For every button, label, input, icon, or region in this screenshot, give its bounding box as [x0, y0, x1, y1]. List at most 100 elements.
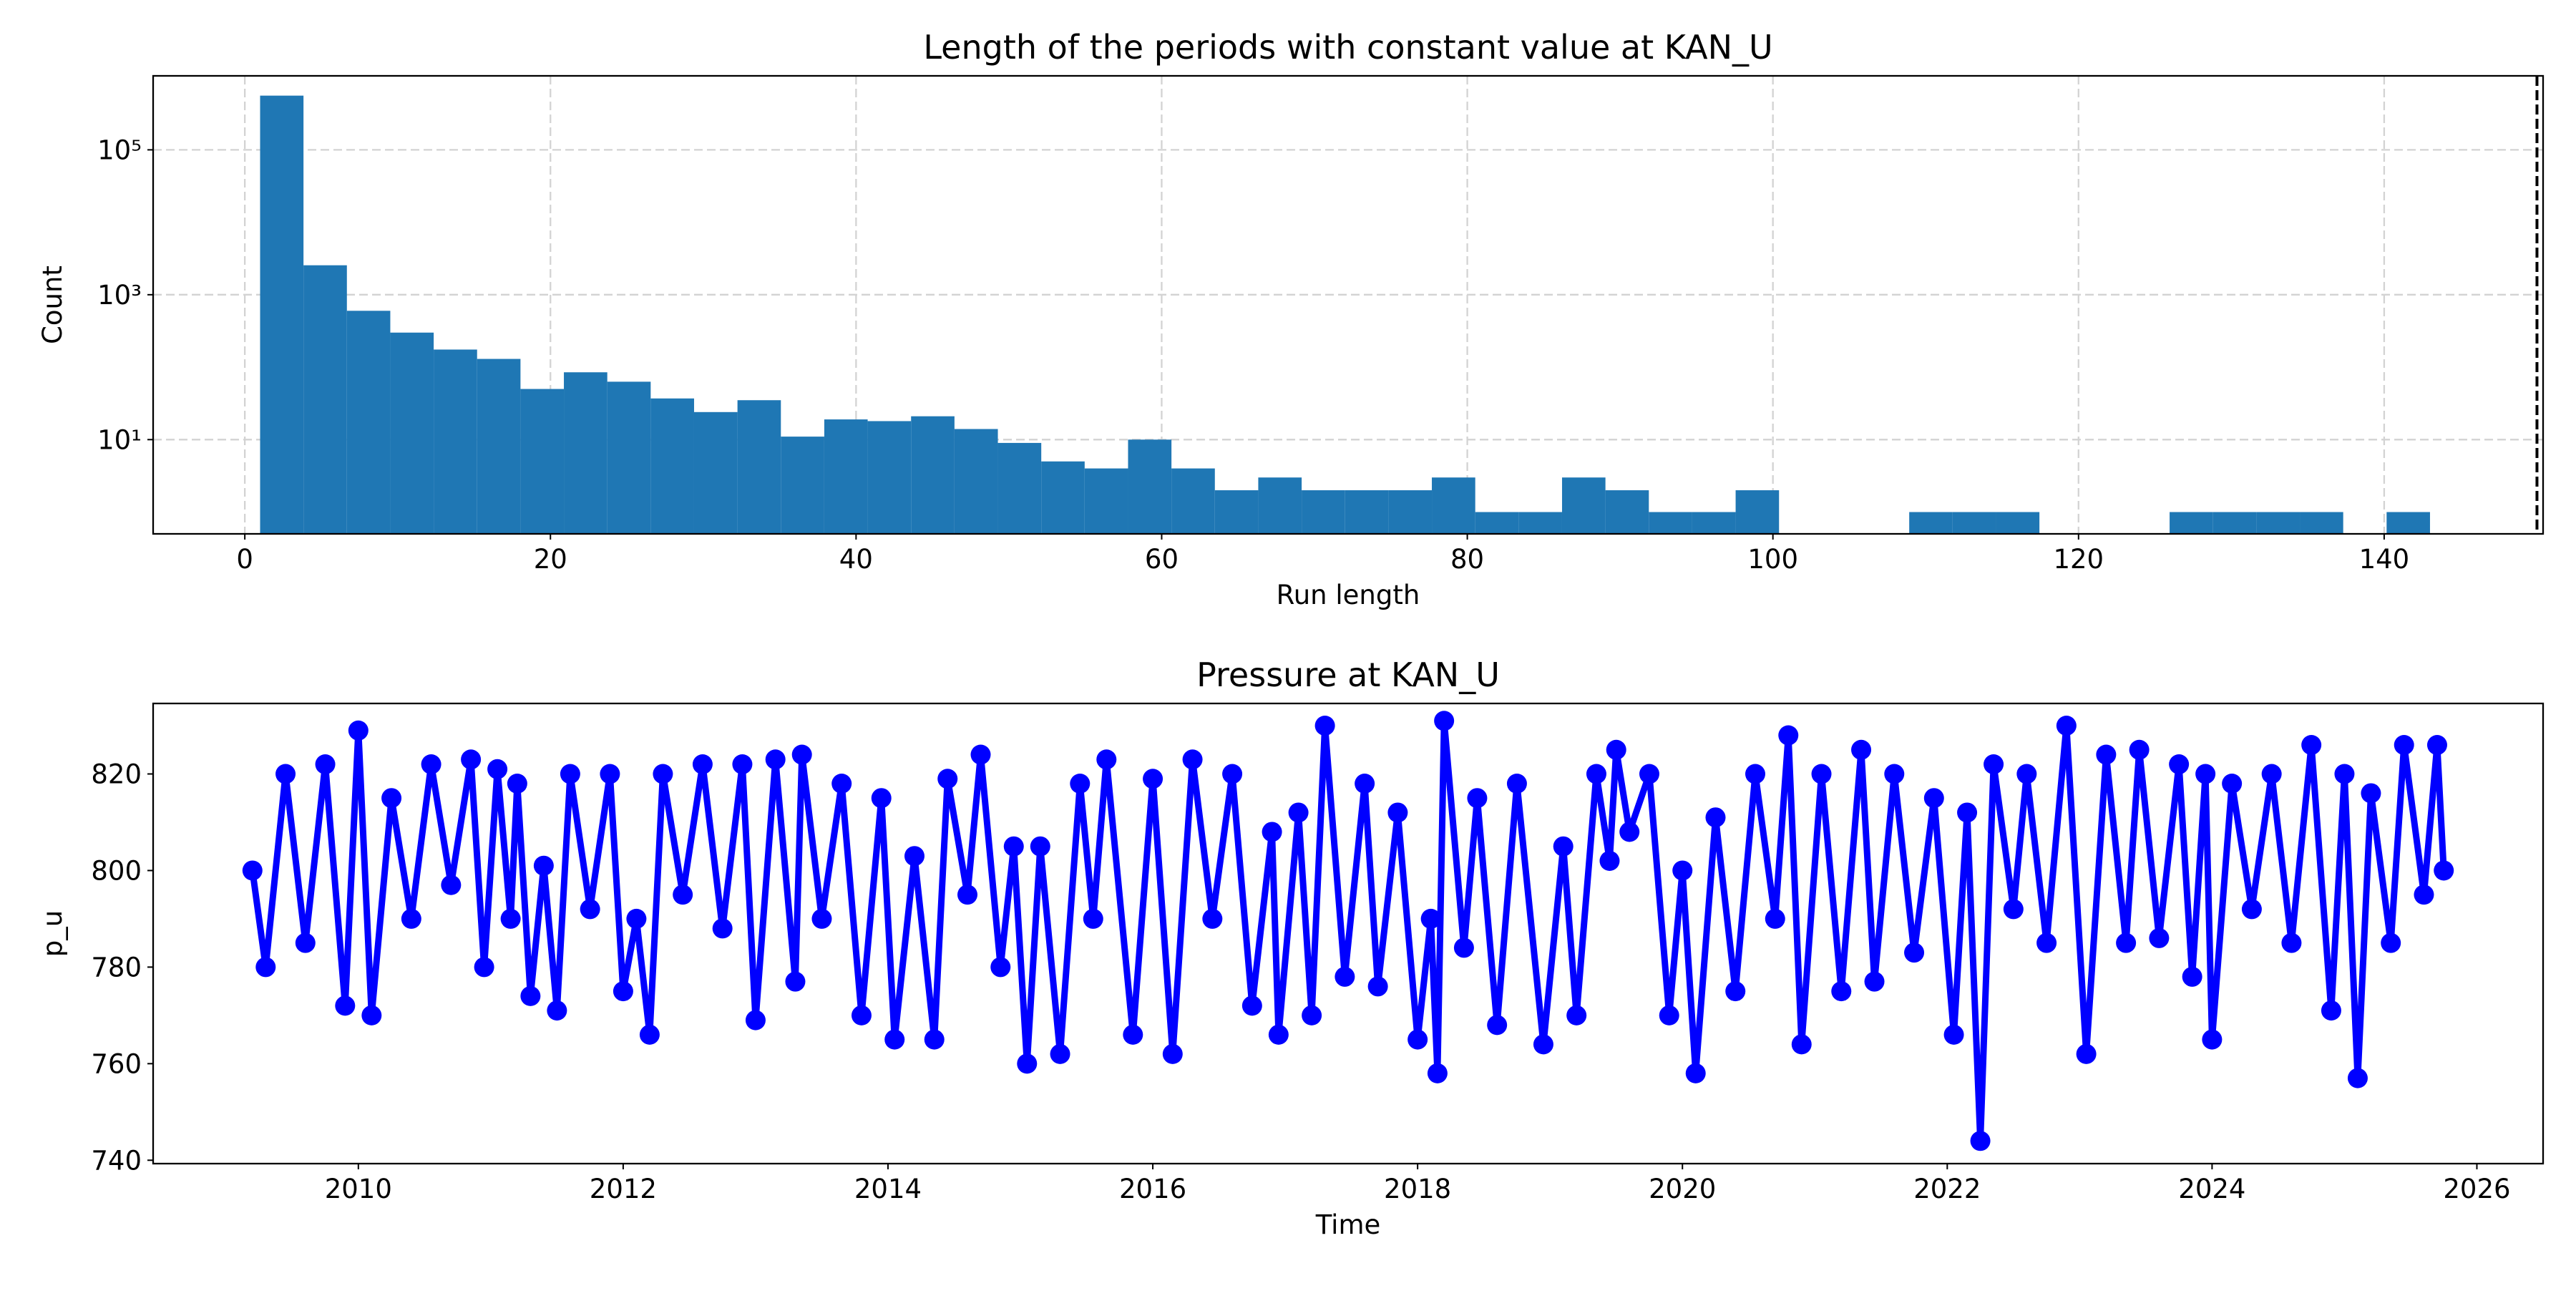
bar [434, 349, 477, 534]
marker [421, 754, 441, 775]
marker [348, 720, 369, 741]
marker [2202, 1029, 2223, 1050]
marker [1182, 749, 1203, 770]
marker [811, 908, 832, 929]
marker [2347, 1068, 2368, 1088]
marker [1811, 764, 1832, 784]
bar [1432, 477, 1475, 534]
marker [533, 855, 554, 876]
marker [791, 744, 812, 765]
marker [626, 908, 647, 929]
marker [1619, 822, 1640, 842]
marker [1639, 764, 1659, 784]
marker [2261, 764, 2282, 784]
marker [520, 985, 541, 1006]
marker [2241, 899, 2262, 920]
x-tick-label: 0 [236, 544, 253, 575]
bar [303, 265, 347, 534]
x-tick-label: 120 [2053, 544, 2104, 575]
x-tick-label: 2016 [1119, 1174, 1186, 1204]
bar [954, 429, 998, 534]
marker [1553, 836, 1574, 857]
marker [2182, 966, 2202, 987]
marker [2334, 764, 2355, 784]
y-axis-label: p_u [37, 910, 68, 957]
marker [2414, 885, 2434, 905]
marker [2394, 735, 2414, 756]
marker [2149, 927, 2170, 948]
bar [1258, 477, 1302, 534]
marker [1222, 764, 1243, 784]
marker [1096, 749, 1117, 770]
chart-title: Length of the periods with constant valu… [923, 28, 1772, 67]
marker [295, 932, 316, 953]
marker [1387, 802, 1408, 823]
marker [2222, 774, 2243, 794]
marker [242, 860, 263, 881]
x-tick-label: 60 [1145, 544, 1179, 575]
marker [580, 899, 600, 920]
marker [600, 764, 620, 784]
chart-title: Pressure at KAN_U [1196, 656, 1500, 694]
bar [1214, 490, 1259, 534]
marker [1123, 1024, 1143, 1045]
marker [1487, 1015, 1508, 1036]
marker [745, 1010, 766, 1031]
marker [1745, 764, 1766, 784]
marker [1003, 836, 1024, 857]
marker [1335, 966, 1355, 987]
x-tick-label: 2020 [1649, 1174, 1716, 1204]
plot-frame [152, 702, 2545, 1165]
marker [639, 1024, 660, 1045]
marker [1030, 836, 1050, 857]
marker [1791, 1034, 1812, 1055]
x-tick-label: 2024 [2178, 1174, 2245, 1204]
bar [2300, 512, 2343, 534]
marker [2003, 899, 2024, 920]
marker [1162, 1043, 1183, 1064]
marker [1202, 908, 1223, 929]
marker [2426, 735, 2447, 756]
marker [1599, 850, 1620, 871]
marker [990, 957, 1011, 978]
marker [970, 744, 991, 765]
marker [1984, 754, 2004, 775]
marker [2116, 932, 2137, 953]
bar [1171, 468, 1215, 534]
marker [1970, 1131, 1991, 1151]
x-tick-label: 100 [1747, 544, 1798, 575]
bar [1084, 468, 1128, 534]
marker [1050, 1043, 1070, 1064]
marker [692, 754, 713, 775]
chart: 2010 2012 2014 2016 2018 2020 2022 2024 2026 740 7… [37, 656, 2545, 1240]
marker [1566, 1005, 1587, 1026]
marker [871, 788, 892, 809]
marker [712, 918, 733, 939]
y-axis-label: Count [37, 265, 68, 344]
marker [487, 759, 508, 779]
x-tick-label: 20 [534, 544, 567, 575]
bar [1649, 512, 1692, 534]
marker [1851, 739, 1872, 760]
marker [1420, 908, 1441, 929]
marker [1453, 937, 1474, 958]
bar [1996, 512, 2040, 534]
bar [737, 400, 781, 534]
marker [851, 1005, 872, 1026]
bar [2170, 512, 2213, 534]
marker [2016, 764, 2037, 784]
marker [1923, 788, 1944, 809]
bar [520, 389, 565, 534]
x-tick-label: 80 [1450, 544, 1484, 575]
bar [781, 437, 824, 534]
x-tick-label: 2026 [2443, 1174, 2510, 1204]
bar [1605, 490, 1649, 534]
marker [2169, 754, 2190, 775]
marker [401, 908, 421, 929]
marker [1957, 802, 1978, 823]
marker [441, 875, 462, 895]
bar [607, 381, 651, 534]
marker [2381, 932, 2401, 953]
y-tick-label: 800 [91, 855, 142, 886]
